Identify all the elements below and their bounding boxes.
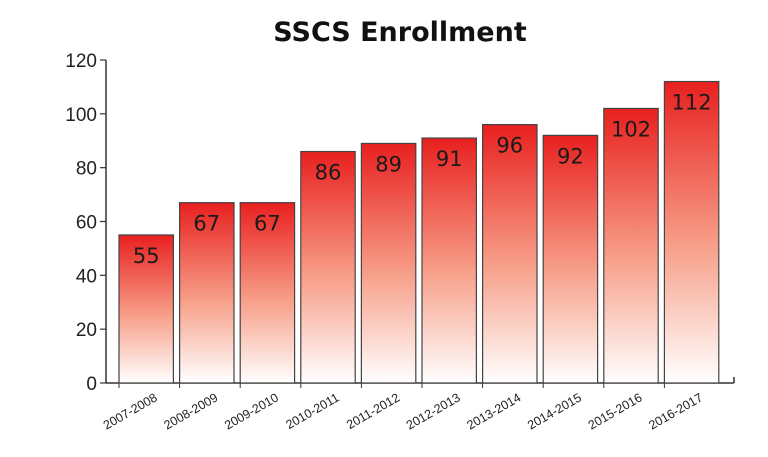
data-label: 91 — [436, 147, 463, 171]
x-tick-label: 2011-2012 — [344, 390, 402, 432]
x-tick-label: 2015-2016 — [586, 390, 645, 432]
data-label: 67 — [254, 212, 281, 236]
data-labels: 55 67 67 86 89 91 96 92 102 112 — [133, 91, 712, 268]
x-tick-label: 2008-2009 — [162, 390, 221, 432]
x-tick-label: 2007-2008 — [101, 390, 160, 432]
data-label: 89 — [375, 152, 402, 176]
bar-2010-2011 — [300, 150, 356, 384]
data-label: 67 — [193, 212, 220, 236]
y-tick-label: 60 — [76, 213, 97, 234]
data-label: 55 — [133, 244, 160, 268]
y-tick-label: 40 — [76, 266, 97, 287]
bar-2016-2017 — [663, 80, 720, 384]
bar-2008-2009 — [179, 202, 235, 384]
bar-2007-2008 — [118, 234, 175, 384]
y-tick-label: 100 — [65, 105, 97, 126]
data-label: 92 — [557, 144, 584, 168]
y-axis: 0 20 40 60 80 100 120 — [65, 51, 107, 395]
data-label: 96 — [496, 134, 523, 158]
x-axis: 2007-2008 2008-2009 2009-2010 2010-2011 2011… — [101, 377, 735, 432]
x-tick-label: 2010-2011 — [284, 390, 342, 432]
bar-2014-2015 — [542, 134, 599, 384]
bar-2009-2010 — [239, 202, 296, 384]
y-tick-label: 80 — [76, 159, 97, 180]
y-tick-label: 20 — [76, 320, 97, 341]
chart-title: SSCS Enrollment — [273, 17, 527, 48]
x-tick-label: 2012-2013 — [404, 390, 463, 432]
x-tick-label: 2014-2015 — [525, 390, 584, 432]
bar-2011-2012 — [360, 142, 417, 384]
data-label: 86 — [315, 161, 342, 185]
y-tick-label: 0 — [86, 374, 97, 395]
bar-2015-2016 — [603, 107, 659, 384]
x-tick-label: 2013-2014 — [465, 390, 524, 432]
x-tick-label: 2016-2017 — [646, 390, 705, 432]
x-tick-label: 2009-2010 — [222, 390, 281, 432]
y-tick-label: 120 — [65, 51, 97, 72]
bar-2012-2013 — [421, 137, 478, 384]
bars — [118, 80, 720, 384]
data-label: 102 — [611, 117, 651, 141]
bar-2013-2014 — [482, 123, 538, 384]
data-label: 112 — [672, 91, 712, 115]
